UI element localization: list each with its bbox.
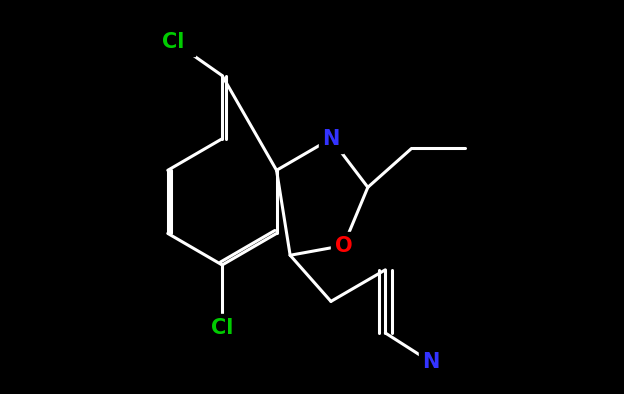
Bar	[200, 314, 244, 343]
Text: N: N	[422, 352, 440, 372]
Text: N: N	[322, 129, 339, 149]
Bar	[152, 27, 195, 56]
Bar	[331, 232, 356, 259]
Text: O: O	[334, 236, 353, 256]
Bar	[419, 349, 443, 376]
Text: Cl: Cl	[211, 318, 233, 338]
Bar	[319, 124, 343, 153]
Text: Cl: Cl	[162, 32, 185, 52]
